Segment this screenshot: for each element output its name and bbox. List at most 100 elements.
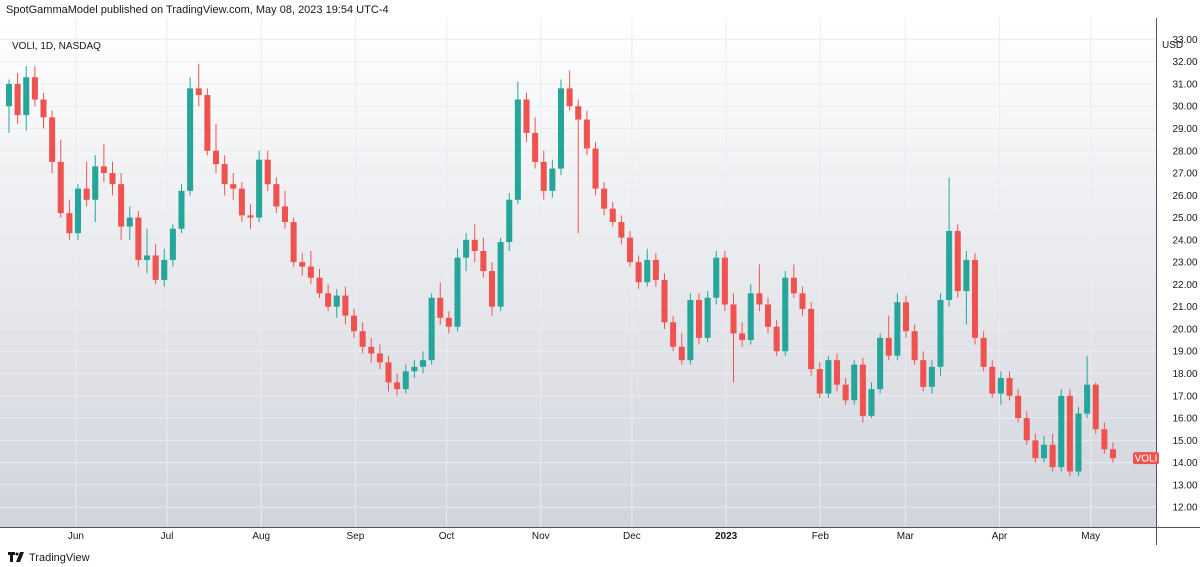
tradingview-logo-icon xyxy=(8,549,24,567)
candle-body xyxy=(644,259,651,283)
candle xyxy=(31,66,38,107)
x-tick-label: Nov xyxy=(532,531,550,542)
candle-body xyxy=(635,262,642,283)
x-tick-label: Oct xyxy=(439,531,455,542)
candle xyxy=(454,248,461,332)
candle xyxy=(488,262,496,316)
x-tick-label: Jul xyxy=(161,531,174,542)
candle-body xyxy=(100,166,107,174)
x-tick-label: Mar xyxy=(897,531,915,542)
candle-body xyxy=(428,297,435,361)
candle xyxy=(1015,389,1022,423)
candle-body xyxy=(83,188,90,200)
candle-body xyxy=(575,106,582,120)
candle xyxy=(385,355,392,392)
candle xyxy=(135,210,142,267)
candle xyxy=(730,293,737,383)
candle-body xyxy=(1023,418,1030,441)
candle-body xyxy=(169,228,176,260)
candle-body xyxy=(911,331,918,361)
candle xyxy=(74,184,82,240)
candle xyxy=(1032,433,1039,463)
candle-body xyxy=(316,277,323,294)
candle xyxy=(764,297,772,334)
candle xyxy=(195,63,202,107)
x-tick-label: Jun xyxy=(68,531,84,542)
y-tick-label: 16.00 xyxy=(1172,414,1197,425)
candle xyxy=(152,244,159,285)
candle-body xyxy=(333,295,340,307)
candle-body xyxy=(1015,395,1022,419)
candle-body xyxy=(14,83,21,116)
candlestick-chart[interactable]: 12.00 13.00 14.00 15.00 16.00 17.00 18.00 19.00… xyxy=(0,18,1200,545)
candle-body xyxy=(808,308,815,370)
candle-body xyxy=(678,346,685,361)
candle-body xyxy=(66,213,73,234)
candle xyxy=(264,150,271,191)
x-tick-label: Apr xyxy=(992,531,1008,542)
candle-body xyxy=(713,257,720,298)
candle-body xyxy=(1040,444,1048,459)
candle-body xyxy=(1084,384,1091,414)
candle xyxy=(178,184,185,234)
candle xyxy=(704,291,711,343)
candle-body xyxy=(851,364,858,401)
candle-body xyxy=(601,188,608,209)
candle xyxy=(592,141,599,196)
candle xyxy=(713,250,720,305)
candle-body xyxy=(31,77,38,100)
candle-body xyxy=(782,277,789,352)
candle xyxy=(523,92,530,142)
candle xyxy=(540,150,547,200)
y-tick-label: 18.00 xyxy=(1172,369,1197,380)
candle xyxy=(92,155,99,223)
candle xyxy=(1023,411,1030,445)
candle xyxy=(221,155,228,196)
candle-body xyxy=(74,188,82,234)
y-tick-label: 30.00 xyxy=(1172,102,1197,113)
candle xyxy=(635,255,642,289)
chart-canvas[interactable]: 12.00 13.00 14.00 15.00 16.00 17.00 18.00 19.00… xyxy=(0,18,1200,545)
y-tick-label: 24.00 xyxy=(1172,235,1197,246)
candle xyxy=(937,293,944,376)
candle xyxy=(747,284,754,345)
candle xyxy=(83,161,90,207)
candle-body xyxy=(868,389,875,416)
candle-body xyxy=(204,95,211,151)
candle-body xyxy=(859,364,866,416)
candle xyxy=(1084,355,1091,419)
time-axis-labels: Jun Jul Aug Sep Oct Nov Dec 2023 Feb Mar Apr May xyxy=(68,531,1100,542)
candle-body xyxy=(1109,449,1117,459)
candle-body xyxy=(40,99,47,118)
candle xyxy=(359,322,366,354)
y-tick-label: 14.00 xyxy=(1172,458,1197,469)
candle xyxy=(721,250,728,312)
x-tick-label: Aug xyxy=(252,531,270,542)
candle xyxy=(946,177,953,307)
candle xyxy=(350,308,358,338)
candle xyxy=(790,264,797,298)
candle-body xyxy=(652,259,659,280)
candle-body xyxy=(661,279,668,323)
x-tick-label: Feb xyxy=(812,531,830,542)
candle-body xyxy=(411,366,418,372)
candle-body xyxy=(937,300,944,367)
candle xyxy=(497,237,504,312)
candle xyxy=(1049,433,1056,472)
candle-body xyxy=(454,257,461,327)
candle xyxy=(575,99,582,234)
candle-body xyxy=(195,88,202,96)
candle-body xyxy=(902,302,910,332)
candle-body xyxy=(687,300,694,361)
candle xyxy=(471,224,478,263)
candle xyxy=(187,77,194,196)
tradingview-brand[interactable]: TradingView xyxy=(8,549,90,567)
y-tick-label: 12.00 xyxy=(1172,503,1197,514)
candles xyxy=(5,63,1117,476)
x-tick-label: Sep xyxy=(347,531,365,542)
candle-body xyxy=(790,277,797,294)
candle xyxy=(299,253,306,276)
candle-body xyxy=(756,293,763,305)
candle-body xyxy=(695,300,703,338)
candle xyxy=(773,320,780,356)
